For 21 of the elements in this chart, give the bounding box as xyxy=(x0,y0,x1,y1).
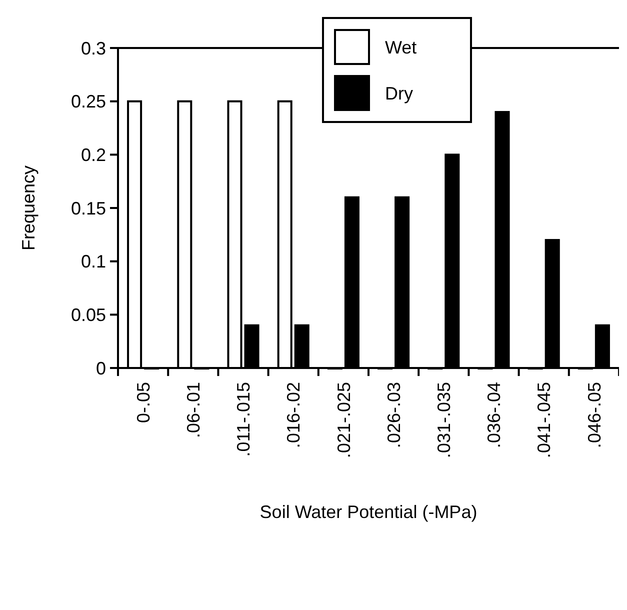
x-tick-label: 0-.05 xyxy=(133,382,154,424)
y-tick-label: 0.05 xyxy=(70,304,106,325)
x-tick-label: .021-.025 xyxy=(334,382,354,458)
y-tick-label: 0.1 xyxy=(80,252,106,272)
x-tick-label: .031-.035 xyxy=(434,382,454,458)
x-tick-label: .041-.045 xyxy=(534,382,554,458)
x-tick-label: .036-.04 xyxy=(484,382,504,448)
x-tick-label: .026-.03 xyxy=(384,382,404,448)
x-tick-label: .016-.02 xyxy=(284,382,304,448)
legend-label: Wet xyxy=(385,37,417,58)
x-tick-label: .011-.015 xyxy=(234,382,254,457)
y-axis-title: Frequency xyxy=(18,165,38,251)
y-tick-label: 0.25 xyxy=(70,92,106,112)
y-tick-label: 0.3 xyxy=(80,38,106,58)
y-tick-label: 0 xyxy=(96,358,106,378)
x-axis-title: Soil Water Potential (-MPa) xyxy=(260,502,478,522)
x-tick-label: .06-.01 xyxy=(183,382,204,438)
x-tick-label: .046-.05 xyxy=(584,382,604,448)
y-tick-label: 0.2 xyxy=(80,144,106,165)
legend-label: Dry xyxy=(385,83,413,104)
y-tick-label: 0.15 xyxy=(70,198,106,218)
